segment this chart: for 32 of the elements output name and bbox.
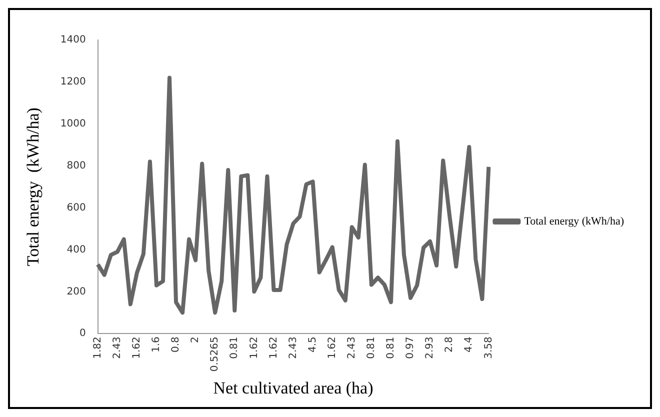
x-tick-label: 2.8 — [444, 336, 456, 353]
legend-label: Total energy (kWh/ha) — [524, 215, 624, 228]
x-tick-label: 4.5 — [307, 336, 318, 353]
x-tick-label: 0.81 — [366, 336, 378, 359]
y-tick-label: 1000 — [60, 118, 86, 130]
x-axis-title: Net cultivated area (ha) — [213, 378, 374, 398]
y-tick-label: 1400 — [60, 34, 86, 46]
x-tick-label: 2 — [190, 336, 202, 343]
x-tick-label: 1.62 — [132, 336, 143, 359]
x-tick-label: 0.8 — [170, 336, 182, 353]
y-tick-label: 1200 — [60, 76, 86, 88]
x-tick-label: 1.6 — [151, 336, 162, 353]
x-tick-label: 2.43 — [288, 336, 299, 359]
x-tick-label: 1.62 — [268, 336, 280, 359]
y-axis-title: Total energy (kWh/ha) — [24, 108, 43, 266]
x-tick-label: 0.97 — [405, 336, 416, 359]
x-tick-label: 3.58 — [483, 336, 494, 359]
x-tick-label: 4.4 — [464, 336, 475, 353]
x-tick-label: 1.62 — [248, 336, 260, 359]
y-tick-label: 0 — [79, 328, 86, 340]
x-tick-label: 2.93 — [424, 336, 436, 359]
y-tick-label: 200 — [66, 286, 86, 298]
x-tick-label: 0.5265 — [210, 336, 221, 372]
x-tick-label: 1.62 — [326, 336, 338, 359]
y-tick-label: 600 — [66, 202, 86, 214]
x-tick-label: 0.81 — [229, 336, 240, 359]
x-tick-label: 0.81 — [386, 336, 397, 359]
x-tick-label: 2.43 — [346, 336, 358, 359]
x-tick-label: 2.43 — [112, 336, 123, 359]
x-tick-label: 1.82 — [92, 336, 104, 359]
y-tick-label: 400 — [66, 244, 86, 256]
y-tick-label: 800 — [66, 160, 86, 172]
